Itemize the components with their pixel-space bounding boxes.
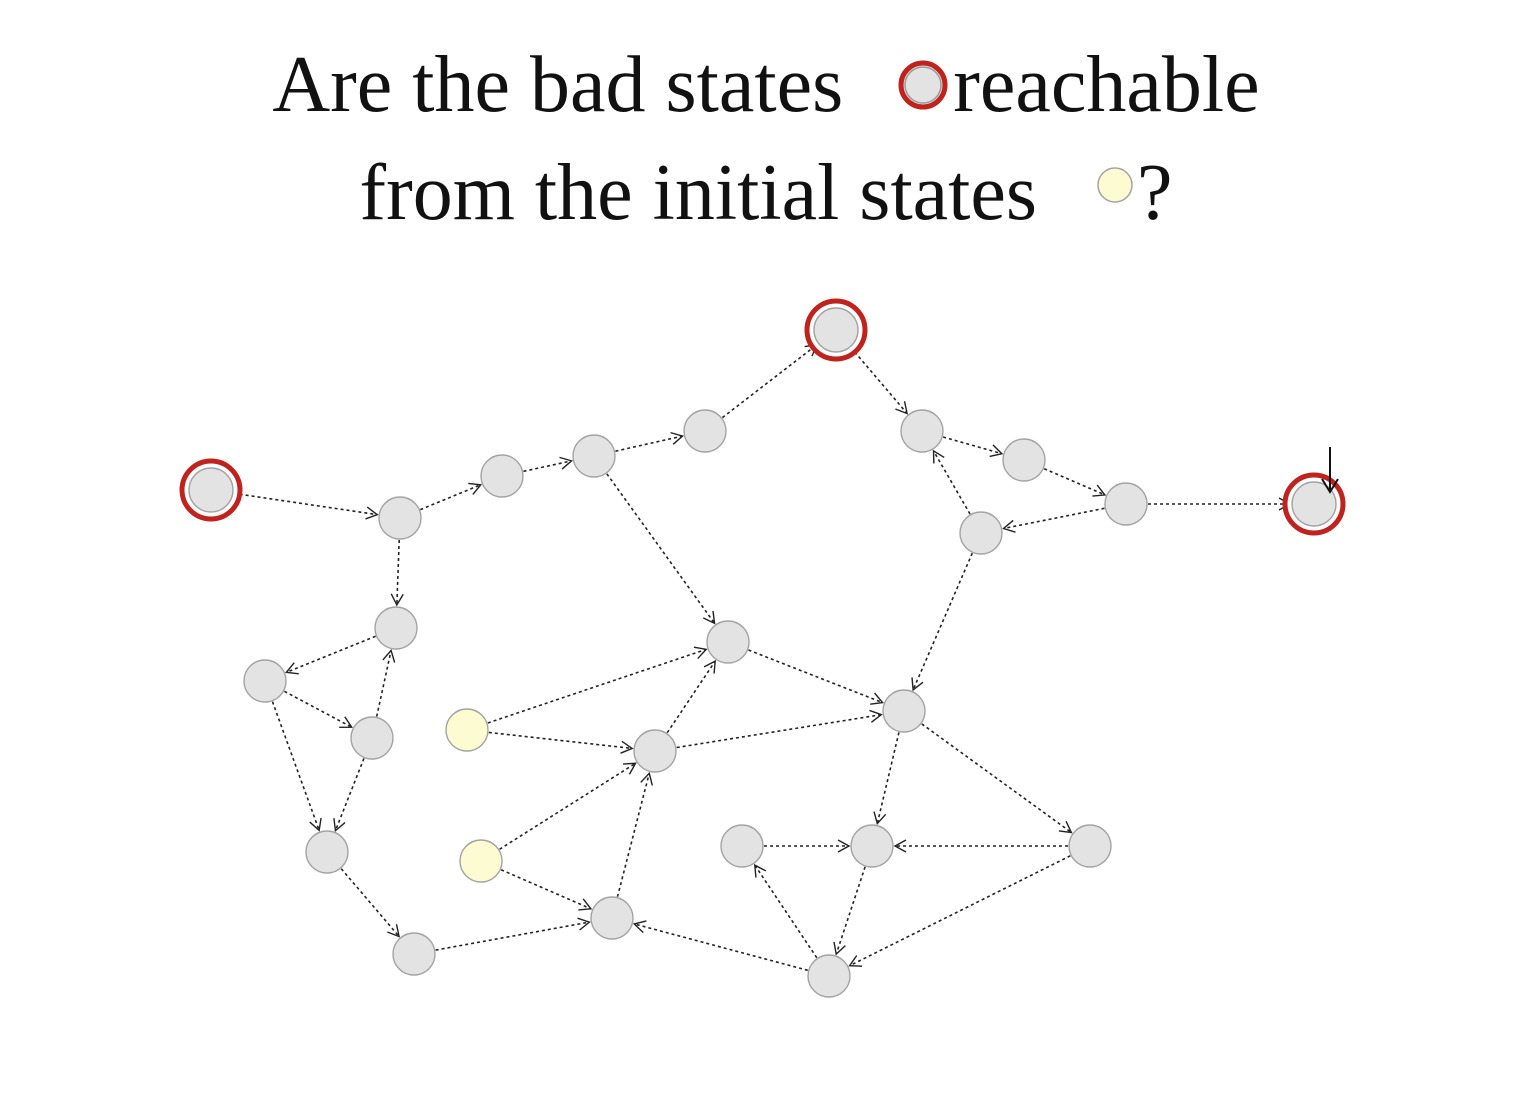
edge-n15-to-n13 — [666, 659, 717, 734]
normal-state-circle — [374, 606, 418, 650]
state-node-n6 — [1002, 438, 1046, 482]
state-node-init-2 — [459, 839, 503, 883]
state-node-n19 — [850, 824, 894, 868]
edge-n14-to-n20 — [921, 723, 1073, 834]
edge-n4-to-bad-top — [721, 343, 819, 419]
bad-state-circle — [188, 467, 234, 513]
edge-n15-to-n14 — [676, 709, 883, 749]
edge-n19-to-n21 — [833, 866, 866, 956]
state-node-n11 — [350, 716, 394, 760]
normal-state-circle — [633, 729, 677, 773]
state-node-n4 — [683, 409, 727, 453]
title-text-part1: Are the bad states — [272, 41, 844, 129]
normal-state-circle — [850, 824, 894, 868]
title-text-part3: from the initial states — [359, 149, 1038, 237]
edge-n5-to-n6 — [942, 436, 1004, 458]
edge-bad-top-to-n5 — [850, 346, 909, 415]
normal-state-circle — [683, 409, 727, 453]
edge-n2-to-n3 — [523, 456, 573, 473]
edge-n12-to-n17 — [340, 868, 401, 938]
normal-state-circle — [590, 896, 634, 940]
normal-state-circle — [243, 659, 287, 703]
edge-n21-to-n18 — [753, 863, 818, 959]
edge-n21-to-n16 — [632, 920, 808, 972]
state-node-n2 — [480, 454, 524, 498]
initial-state-circle — [445, 708, 489, 752]
edge-n17-to-n16 — [435, 917, 591, 951]
edge-n13-to-n14 — [748, 649, 884, 705]
entry-arrow — [1321, 447, 1339, 494]
edges-group — [233, 343, 1292, 972]
normal-state-circle — [1068, 824, 1112, 868]
normal-state-circle — [706, 620, 750, 664]
initial-state-legend-icon — [1097, 167, 1133, 203]
edge-init-2-to-n15 — [499, 762, 637, 850]
edge-n10-to-n11 — [284, 690, 353, 729]
state-node-n21 — [807, 954, 851, 998]
edge-n1-to-n9 — [390, 539, 404, 607]
state-node-n14 — [882, 689, 926, 733]
edge-n3-to-n13 — [606, 473, 716, 625]
normal-state-circle — [305, 830, 349, 874]
state-node-n17 — [392, 932, 436, 976]
bad-state-circle — [1291, 481, 1337, 527]
state-node-n12 — [305, 830, 349, 874]
edge-n20-to-n21 — [848, 855, 1071, 967]
normal-state-circle — [572, 434, 616, 478]
title-line-1: Are the bad states reachable — [0, 45, 1532, 125]
edge-n10-to-n12 — [271, 701, 322, 832]
state-node-n15 — [633, 729, 677, 773]
state-node-n3 — [572, 434, 616, 478]
state-node-n10 — [243, 659, 287, 703]
normal-state-circle — [720, 824, 764, 868]
normal-state-circle — [392, 932, 436, 976]
title-text-part4: ? — [1137, 149, 1173, 237]
normal-state-circle — [959, 511, 1003, 555]
bad-state-legend-icon — [898, 60, 948, 110]
title-text-part2: reachable — [953, 41, 1260, 129]
edge-n8-to-n7 — [1002, 507, 1105, 533]
edge-n1-to-n2 — [420, 482, 483, 511]
bad-state-circle — [813, 307, 859, 353]
edge-n3-to-n4 — [615, 431, 684, 452]
normal-state-circle — [350, 716, 394, 760]
edge-n7-to-n5 — [932, 449, 971, 515]
edge-n9-to-n10 — [284, 635, 376, 675]
normal-state-circle — [1104, 482, 1148, 526]
edge-n14-to-n19 — [873, 732, 900, 826]
state-node-n7 — [959, 511, 1003, 555]
state-node-bad-top — [804, 298, 868, 362]
edge-init-2-to-n16 — [500, 869, 593, 911]
initial-state-circle — [459, 839, 503, 883]
normal-state-circle — [900, 409, 944, 453]
state-node-init-1 — [445, 708, 489, 752]
normal-state-circle — [882, 689, 926, 733]
state-node-n16 — [590, 896, 634, 940]
edge-n6-to-n8 — [1043, 467, 1107, 497]
state-node-n8 — [1104, 482, 1148, 526]
state-node-bad-left — [179, 458, 243, 522]
edge-bad-left-to-n1 — [233, 492, 379, 520]
normal-state-circle — [1002, 438, 1046, 482]
state-node-n1 — [378, 496, 422, 540]
edge-init-1-to-n13 — [487, 646, 708, 724]
normal-state-circle — [480, 454, 524, 498]
state-node-n13 — [706, 620, 750, 664]
edge-n11-to-n9 — [375, 649, 396, 717]
normal-state-circle — [378, 496, 422, 540]
state-node-n5 — [900, 409, 944, 453]
state-node-n20 — [1068, 824, 1112, 868]
edge-n11-to-n12 — [333, 758, 365, 832]
edge-n16-to-n15 — [616, 771, 654, 897]
normal-state-circle — [807, 954, 851, 998]
edge-n7-to-n14 — [911, 552, 973, 692]
edge-init-1-to-n15 — [488, 731, 634, 754]
state-node-n9 — [374, 606, 418, 650]
title-line-2: from the initial states ? — [0, 153, 1532, 233]
nodes-group — [179, 298, 1346, 998]
state-node-n18 — [720, 824, 764, 868]
